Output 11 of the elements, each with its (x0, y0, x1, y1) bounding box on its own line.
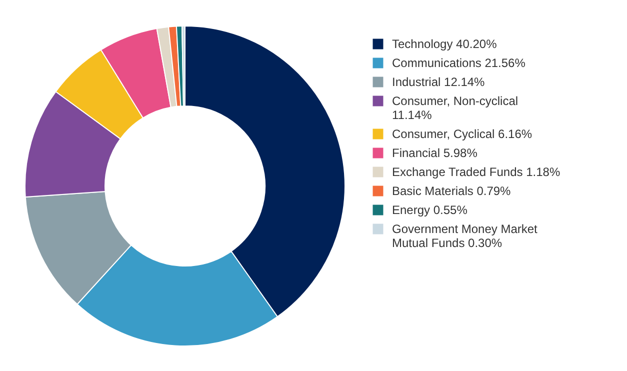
legend-label: Exchange Traded Funds 1.18% (392, 165, 560, 179)
data-label: 11.14% (392, 108, 432, 122)
legend-label: Basic Materials 0.79% (392, 184, 512, 198)
legend-label: Financial 5.98% (392, 146, 478, 160)
legend-label: Energy 0.55% (392, 203, 468, 217)
legend-label: Industrial 12.14% (392, 75, 486, 89)
legend-label: Consumer, Cyclical 6.16% (392, 127, 532, 141)
legend-label: Technology 40.20% (392, 37, 498, 51)
legend-label: Consumer, Non-cyclical (392, 94, 518, 108)
legend-label: Government Money Market Mutual Funds 0.30% (392, 222, 538, 250)
legend-label: Communications 21.56% (392, 56, 526, 70)
